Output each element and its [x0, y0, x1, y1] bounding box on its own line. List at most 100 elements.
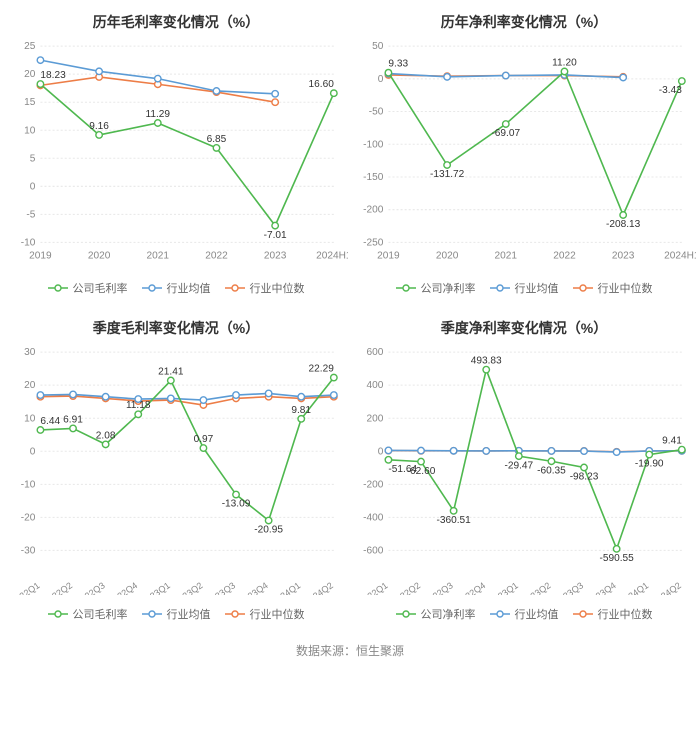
svg-text:-62.60: -62.60 — [407, 465, 436, 476]
svg-text:2023Q1: 2023Q1 — [488, 580, 520, 595]
legend-label: 公司毛利率 — [73, 280, 128, 296]
svg-text:2.08: 2.08 — [96, 430, 116, 441]
legend-item: 行业均值 — [142, 606, 211, 622]
svg-text:0: 0 — [378, 74, 384, 85]
svg-text:6.44: 6.44 — [40, 416, 60, 427]
svg-text:-10: -10 — [21, 237, 36, 248]
svg-text:5: 5 — [30, 153, 36, 164]
svg-text:-10: -10 — [21, 479, 36, 490]
svg-text:6.85: 6.85 — [207, 134, 227, 145]
svg-text:2022Q1: 2022Q1 — [9, 580, 41, 595]
svg-text:-250: -250 — [363, 237, 384, 248]
chart-title: 季度毛利率变化情况（%） — [4, 318, 348, 338]
legend-label: 行业均值 — [515, 280, 559, 296]
svg-text:11.29: 11.29 — [146, 109, 171, 120]
svg-text:2022: 2022 — [205, 251, 228, 262]
data-source-footer: 数据来源：恒生聚源 — [0, 642, 700, 659]
legend-item: 行业中位数 — [225, 606, 305, 622]
svg-text:200: 200 — [366, 413, 383, 424]
svg-text:2024Q2: 2024Q2 — [651, 580, 683, 595]
legend-item: 公司毛利率 — [48, 280, 128, 296]
legend-marker — [142, 283, 162, 293]
legend-marker — [490, 609, 510, 619]
legend-marker — [573, 283, 593, 293]
svg-text:20: 20 — [24, 69, 36, 80]
svg-text:-98.23: -98.23 — [570, 471, 599, 482]
svg-text:15: 15 — [24, 97, 36, 108]
svg-text:400: 400 — [366, 380, 383, 391]
svg-text:-30: -30 — [21, 545, 36, 556]
svg-text:22.29: 22.29 — [309, 363, 335, 374]
chart-legend: 公司净利率 行业均值行业中位数 — [352, 606, 696, 622]
svg-text:-200: -200 — [363, 479, 384, 490]
chart-title: 季度净利率变化情况（%） — [352, 318, 696, 338]
svg-text:2023Q1: 2023Q1 — [140, 580, 172, 595]
svg-text:30: 30 — [24, 347, 36, 358]
svg-text:-600: -600 — [363, 545, 384, 556]
svg-text:2023Q2: 2023Q2 — [172, 580, 204, 595]
svg-text:2020: 2020 — [436, 251, 459, 262]
svg-text:-100: -100 — [363, 139, 384, 150]
svg-text:2019: 2019 — [29, 251, 52, 262]
legend-label: 行业均值 — [515, 606, 559, 622]
svg-text:-7.01: -7.01 — [264, 230, 287, 241]
legend-item: 行业均值 — [142, 280, 211, 296]
svg-text:2022Q2: 2022Q2 — [390, 580, 422, 595]
svg-text:2023: 2023 — [612, 251, 635, 262]
legend-item: 行业中位数 — [573, 280, 653, 296]
svg-text:25: 25 — [24, 41, 36, 52]
svg-text:-360.51: -360.51 — [436, 515, 471, 526]
svg-text:2022Q1: 2022Q1 — [357, 580, 389, 595]
panel-quarter-gross: 季度毛利率变化情况（%）-30-20-1001020302022Q12022Q2… — [4, 310, 348, 632]
svg-text:-13.09: -13.09 — [222, 498, 251, 509]
svg-text:10: 10 — [24, 413, 36, 424]
svg-text:11.18: 11.18 — [126, 400, 151, 411]
svg-text:-208.13: -208.13 — [606, 219, 641, 230]
chart-svg: -600-400-20002004006002022Q12022Q22022Q3… — [352, 342, 696, 595]
svg-text:-60.35: -60.35 — [537, 465, 566, 476]
legend-label: 公司毛利率 — [73, 606, 128, 622]
svg-text:2023: 2023 — [264, 251, 287, 262]
svg-text:2024H1: 2024H1 — [316, 251, 348, 262]
legend-marker — [48, 609, 68, 619]
chart-svg: -250-200-150-100-50050201920202021202220… — [352, 36, 696, 269]
legend-label: 行业均值 — [167, 280, 211, 296]
svg-text:-3.43: -3.43 — [659, 85, 682, 96]
legend-item: 公司净利率 — [396, 280, 476, 296]
legend-item: 公司毛利率 — [48, 606, 128, 622]
svg-text:-150: -150 — [363, 172, 384, 183]
svg-text:0: 0 — [30, 181, 36, 192]
legend-label: 公司净利率 — [421, 606, 476, 622]
chart-title: 历年净利率变化情况（%） — [352, 12, 696, 32]
svg-text:0: 0 — [378, 446, 384, 457]
legend-marker — [225, 609, 245, 619]
legend-item: 公司净利率 — [396, 606, 476, 622]
chart-svg: -10-50510152025201920202021202220232024H… — [4, 36, 348, 269]
legend-marker — [490, 283, 510, 293]
svg-text:-131.72: -131.72 — [430, 169, 465, 180]
svg-text:50: 50 — [372, 41, 384, 52]
panel-annual-net: 历年净利率变化情况（%）-250-200-150-100-50050201920… — [352, 4, 696, 306]
chart-grid: 历年毛利率变化情况（%）-10-505101520252019202020212… — [0, 0, 700, 636]
svg-text:-50: -50 — [369, 107, 384, 118]
legend-label: 行业均值 — [167, 606, 211, 622]
svg-text:2023Q4: 2023Q4 — [238, 580, 270, 595]
svg-text:2023Q3: 2023Q3 — [553, 580, 585, 595]
legend-label: 行业中位数 — [598, 280, 653, 296]
svg-text:2019: 2019 — [377, 251, 400, 262]
legend-label: 行业中位数 — [250, 606, 305, 622]
svg-text:-5: -5 — [26, 209, 35, 220]
svg-text:10: 10 — [24, 125, 36, 136]
svg-text:2024Q1: 2024Q1 — [270, 580, 302, 595]
svg-text:2022Q4: 2022Q4 — [455, 580, 487, 595]
legend-label: 公司净利率 — [421, 280, 476, 296]
svg-text:2022Q2: 2022Q2 — [42, 580, 74, 595]
chart-title: 历年毛利率变化情况（%） — [4, 12, 348, 32]
legend-item: 行业中位数 — [573, 606, 653, 622]
svg-text:2022Q4: 2022Q4 — [107, 580, 139, 595]
svg-text:2021: 2021 — [147, 251, 170, 262]
svg-text:-29.47: -29.47 — [504, 460, 533, 471]
legend-marker — [48, 283, 68, 293]
svg-text:2023Q2: 2023Q2 — [520, 580, 552, 595]
svg-text:2024H1: 2024H1 — [664, 251, 696, 262]
